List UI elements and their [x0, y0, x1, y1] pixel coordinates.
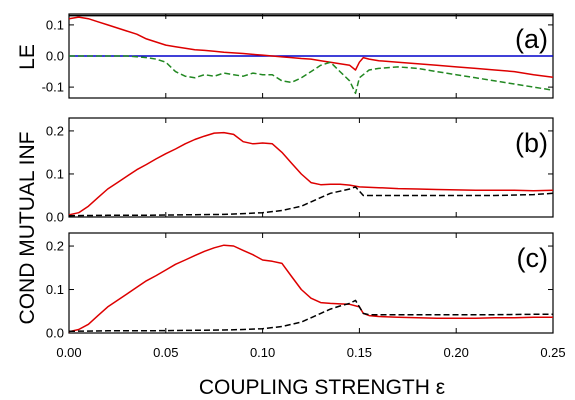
x-tick-label: 0.05 [153, 345, 178, 360]
panel-b: 0.2 0.1 0.0 (b) [46, 117, 554, 225]
panels: 0.1 0.0 -0.1 (a) 0.2 0.1 0.0 (b) 0.2 0.1 0.0 (c) 0.0… [42, 13, 566, 360]
y-axis-title-cmi: COND MUTUAL INF [16, 132, 39, 325]
x-axis-title: COUPLING STRENGTH ε [199, 376, 445, 399]
x-tick-label: 0.20 [444, 345, 469, 360]
x-tick-label: 0.10 [250, 345, 275, 360]
x-tick-labels: 0.00 0.05 0.10 0.15 0.20 0.25 [56, 345, 565, 360]
y-tick-label-b: 0.0 [46, 210, 64, 225]
panel-label-c: (c) [517, 243, 548, 273]
panel-label-a: (a) [515, 24, 548, 54]
x-tick-label: 0.00 [56, 345, 81, 360]
y-tick-label-b: 0.2 [46, 123, 64, 138]
panel-a: 0.1 0.0 -0.1 (a) [42, 13, 554, 99]
panel-c: 0.2 0.1 0.0 (c) [46, 232, 554, 341]
plot-frame-b [68, 117, 554, 218]
y-tick-label-c: 0.0 [46, 326, 64, 341]
series-line-c-1 [68, 299, 553, 333]
panel-label-b: (b) [515, 128, 548, 158]
series-line-a-2 [68, 16, 554, 78]
series-line-a-3 [69, 55, 554, 95]
x-tick-label: 0.25 [540, 345, 565, 360]
x-tick-label: 0.15 [347, 345, 372, 360]
series-line-b-1 [68, 186, 554, 217]
y-tick-label-a: 0.0 [46, 49, 64, 64]
y-tick-label-c: 0.2 [46, 239, 64, 254]
y-tick-label-c: 0.1 [46, 282, 64, 297]
series-line-b-0 [68, 131, 554, 216]
y-tick-label-b: 0.1 [46, 166, 64, 181]
y-axis-title-le: LE [16, 44, 39, 70]
y-tick-label-a: -0.1 [42, 80, 64, 95]
plot-frame-c [68, 232, 554, 334]
series-line-c-0 [68, 244, 553, 333]
y-tick-label-a: 0.1 [46, 17, 64, 32]
